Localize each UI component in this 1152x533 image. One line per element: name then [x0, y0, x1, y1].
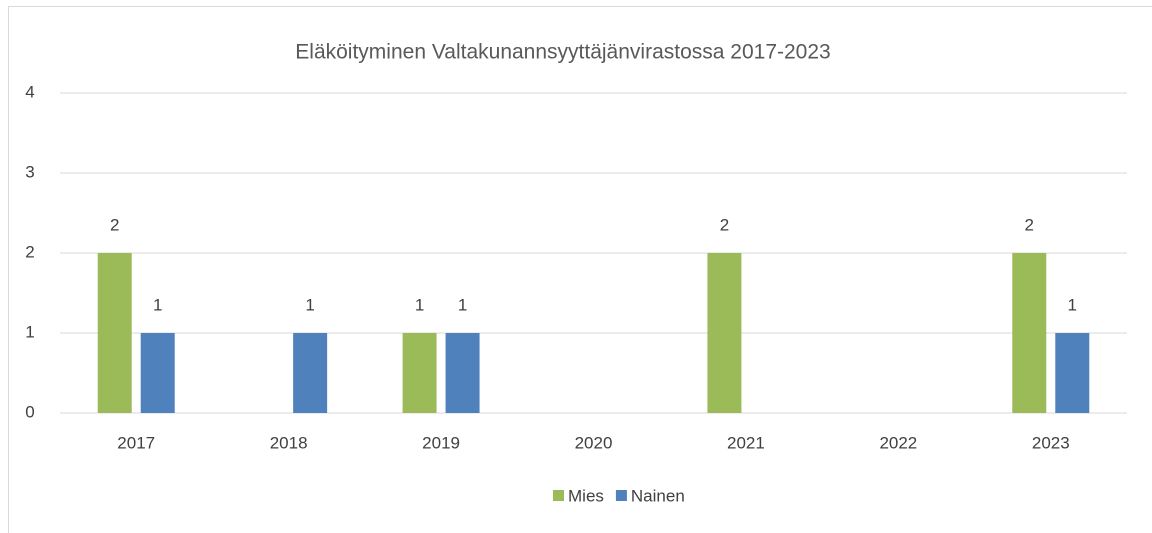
data-label: 1: [1068, 295, 1077, 314]
chart-title: Eläköityminen Valtakunannsyyttäjänvirast…: [295, 41, 830, 64]
legend-swatch: [615, 490, 627, 501]
data-label: 2: [720, 215, 729, 234]
x-tick-label: 2022: [879, 433, 917, 452]
x-tick-label: 2019: [422, 433, 460, 452]
data-label: 1: [458, 295, 467, 314]
bar: [1012, 253, 1047, 413]
y-tick-label: 1: [25, 322, 34, 341]
x-tick-label: 2018: [270, 433, 308, 452]
bar: [140, 333, 175, 413]
y-tick-label: 0: [25, 402, 34, 421]
bar: [1055, 333, 1090, 413]
x-tick-label: 2020: [575, 433, 613, 452]
bar: [707, 253, 742, 413]
y-tick-label: 4: [25, 82, 34, 101]
data-label: 1: [305, 295, 314, 314]
x-tick-label: 2017: [117, 433, 155, 452]
legend-swatch: [553, 490, 564, 501]
data-label: 1: [153, 295, 162, 314]
legend-label: Nainen: [631, 486, 685, 505]
y-tick-label: 2: [25, 242, 34, 261]
bar: [402, 333, 437, 413]
y-tick-label: 3: [25, 162, 34, 181]
data-label: 2: [110, 215, 119, 234]
bar: [97, 253, 132, 413]
legend-label: Mies: [568, 486, 604, 505]
x-tick-label: 2021: [727, 433, 765, 452]
data-label: 2: [1025, 215, 1034, 234]
data-label: 1: [415, 295, 424, 314]
bar: [293, 333, 328, 413]
bar: [445, 333, 480, 413]
x-tick-label: 2023: [1032, 433, 1070, 452]
chart-frame: [8, 6, 1152, 533]
